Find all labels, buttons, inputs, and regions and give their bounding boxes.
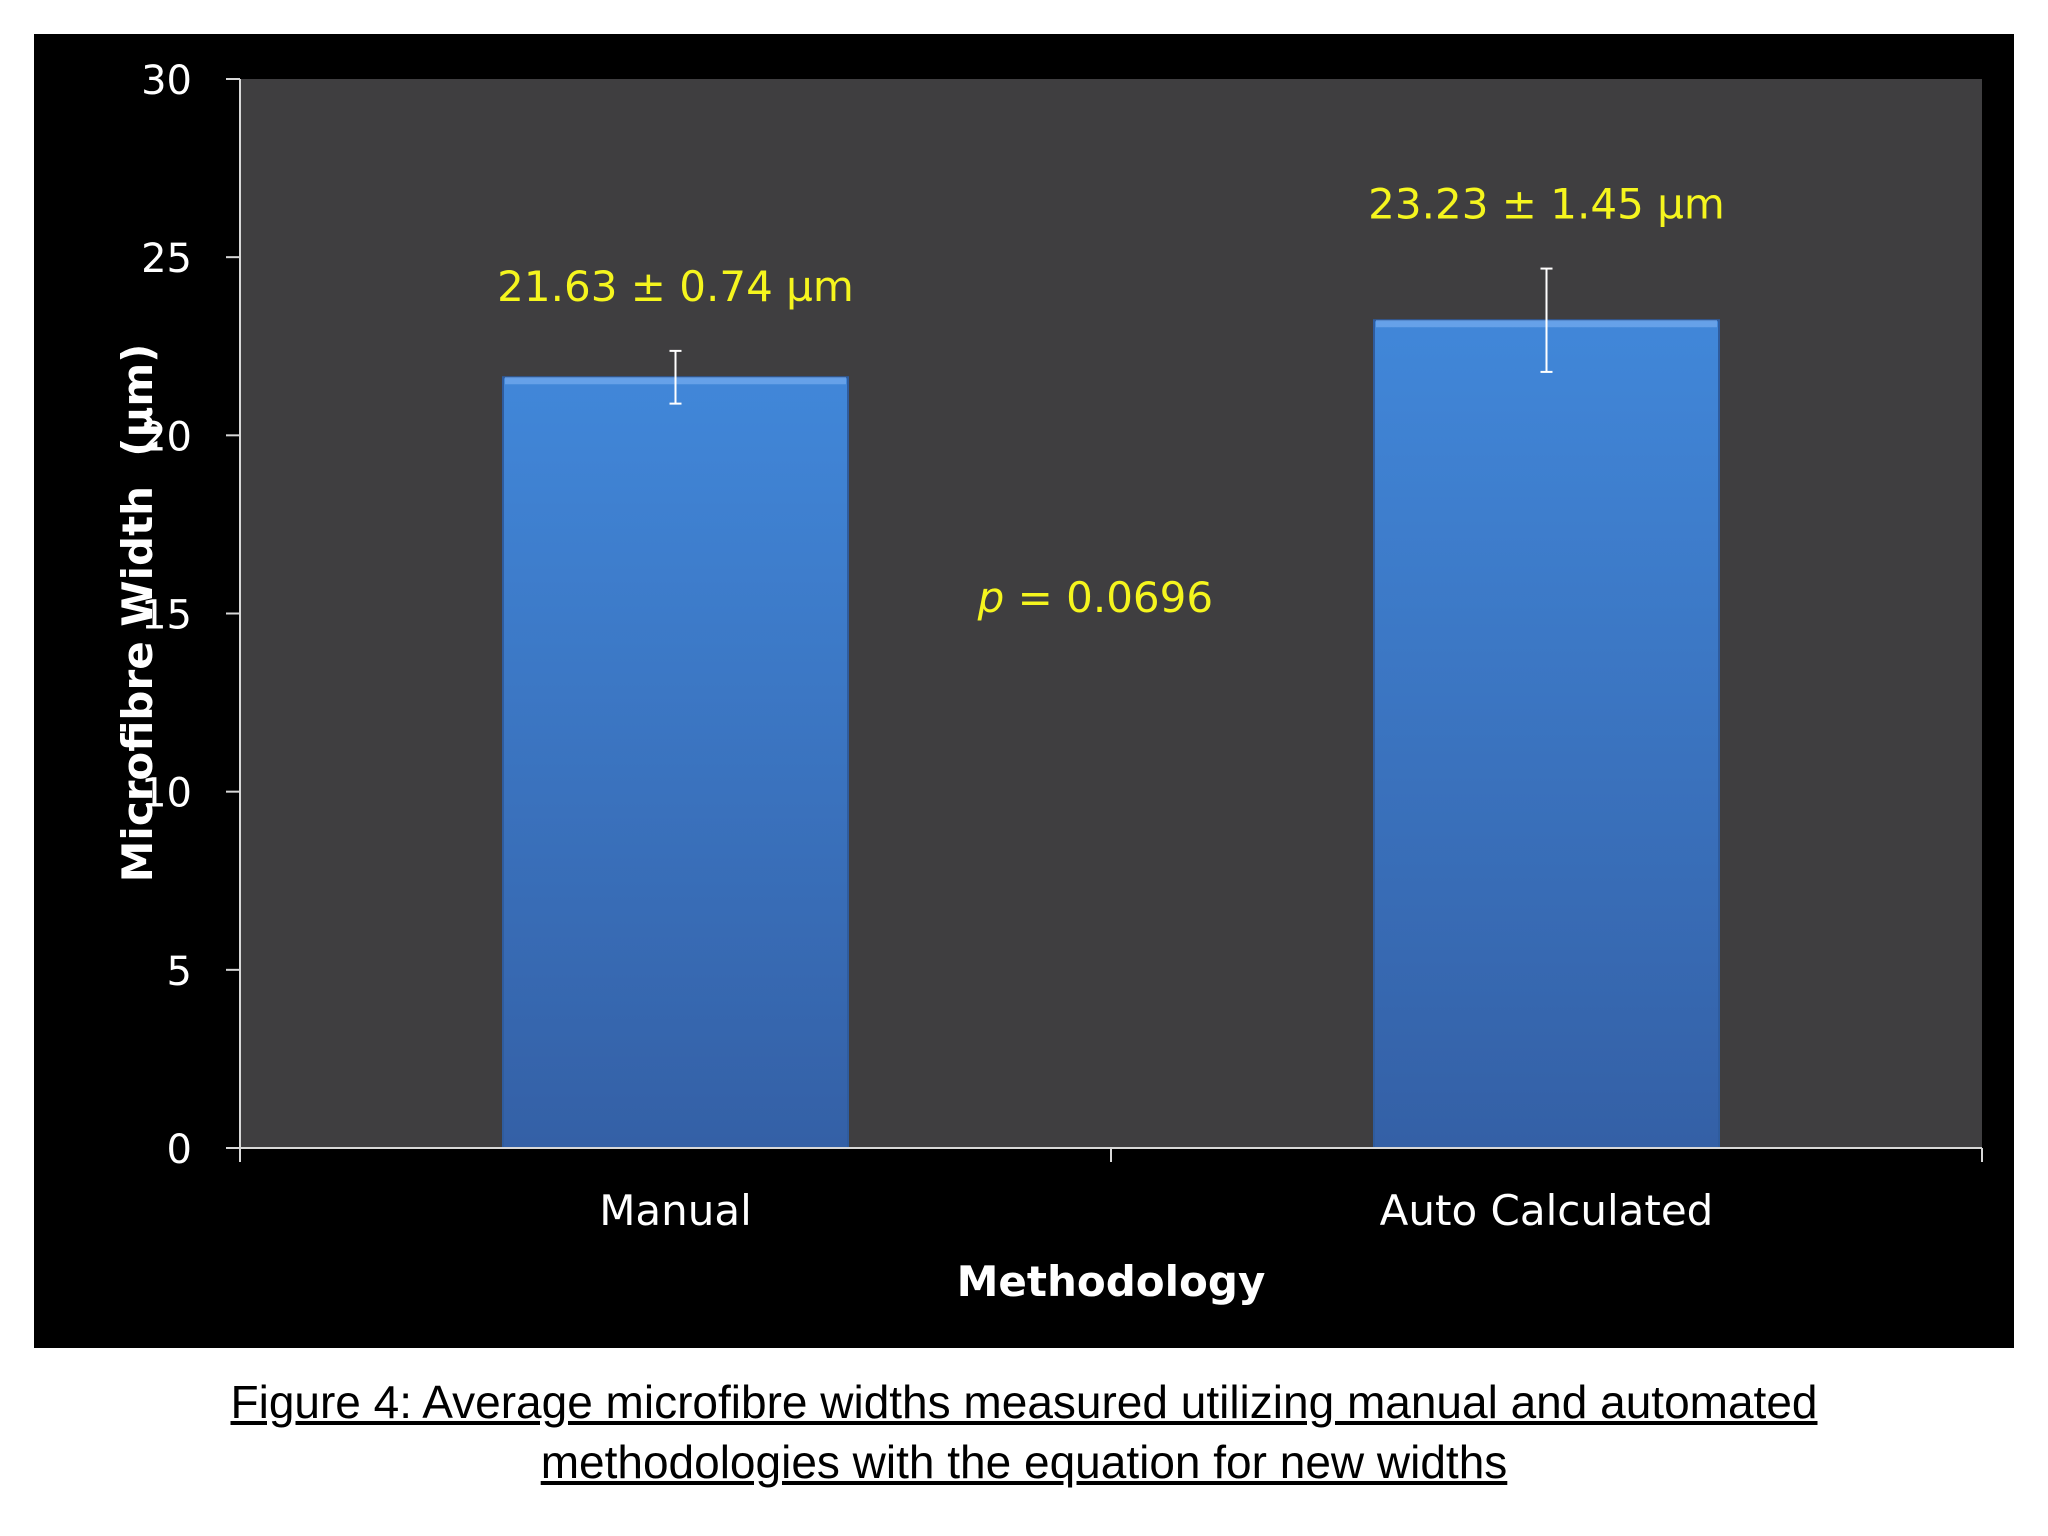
- x-axis-title: Methodology: [957, 1257, 1266, 1306]
- y-axis-title: Microfibre Width (µm): [113, 344, 162, 883]
- error-bar: [1540, 267, 1553, 373]
- data-label: 23.23 ± 1.45 µm: [1368, 180, 1725, 229]
- x-tick-label: Auto Calculated: [1380, 1186, 1714, 1235]
- data-label: 21.63 ± 0.74 µm: [497, 262, 854, 311]
- bar-auto-calculated: [1373, 319, 1720, 1149]
- p-value-symbol: p: [977, 573, 1005, 622]
- y-tick-label: 0: [167, 1127, 192, 1173]
- x-tick-label: Manual: [599, 1186, 752, 1235]
- bar-chart: 0 5 10 15 20 25 30 21.63 ± 0.74 µm Manual 23.23 ±…: [113, 58, 1983, 1306]
- caption-line-2: methodologies with the equation for new …: [540, 1436, 1508, 1488]
- y-tick-label: 20: [141, 414, 192, 460]
- bar-manual: [502, 376, 849, 1150]
- y-tick-label: 5: [167, 949, 192, 995]
- y-tick-label: 30: [141, 58, 192, 104]
- y-tick-label: 10: [141, 771, 192, 817]
- caption-line-1: Figure 4: Average microfibre widths meas…: [230, 1376, 1818, 1428]
- p-value-text: = 0.0696: [1004, 573, 1213, 622]
- figure-panel: 0 5 10 15 20 25 30 21.63 ± 0.74 µm Manual 23.23 ±…: [34, 34, 2014, 1348]
- y-tick-label: 15: [141, 593, 192, 639]
- p-value-annotation: p = 0.0696: [884, 573, 1280, 622]
- figure-caption: Figure 4: Average microfibre widths meas…: [0, 1372, 2048, 1492]
- error-bar: [669, 349, 682, 405]
- y-tick-label: 25: [141, 236, 192, 282]
